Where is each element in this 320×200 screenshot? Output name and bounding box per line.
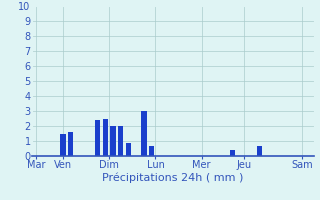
Bar xyxy=(257,146,262,156)
Bar xyxy=(118,126,124,156)
Bar xyxy=(60,134,66,156)
Bar xyxy=(149,146,154,156)
Bar xyxy=(103,118,108,156)
Bar xyxy=(68,132,73,156)
Bar xyxy=(95,120,100,156)
Bar xyxy=(141,111,147,156)
Bar xyxy=(230,150,235,156)
Bar xyxy=(110,126,116,156)
Bar xyxy=(126,142,131,156)
X-axis label: Précipitations 24h ( mm ): Précipitations 24h ( mm ) xyxy=(102,173,244,183)
